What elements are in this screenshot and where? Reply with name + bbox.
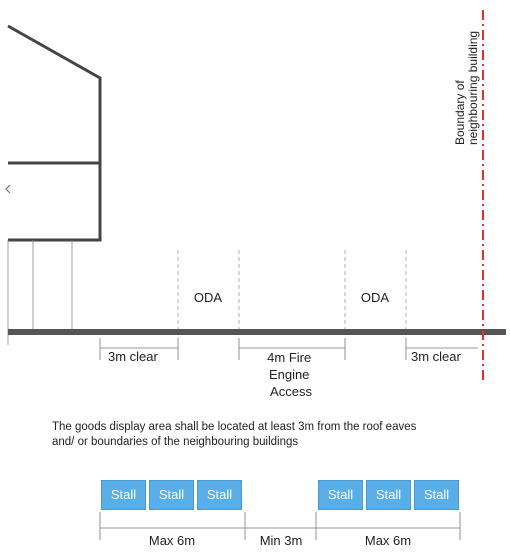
caption-line-2: and/ or boundaries of the neighbouring b… bbox=[52, 436, 299, 448]
stall-left-2: Stall bbox=[149, 480, 194, 510]
ground-line bbox=[8, 329, 506, 335]
oda-label-right: ODA bbox=[361, 290, 390, 305]
clear-label-right: 3m clear bbox=[411, 349, 462, 364]
oda-label-left: ODA bbox=[194, 290, 223, 305]
dashed-guides bbox=[177, 250, 407, 330]
stall-left-1: Stall bbox=[101, 480, 146, 510]
building-outline bbox=[7, 24, 102, 242]
stall-left-3: Stall bbox=[197, 480, 242, 510]
dim-min: Min 3m bbox=[260, 533, 303, 548]
break-mark bbox=[5, 184, 11, 194]
caption-line-1: The goods display area shall be located … bbox=[52, 421, 417, 433]
caption: The goods display area shall be located … bbox=[52, 420, 472, 450]
boundary-label: Boundary of neighbouring building bbox=[453, 31, 480, 145]
stall-right-3: Stall bbox=[414, 480, 459, 510]
stall-right-1: Stall bbox=[318, 480, 363, 510]
dim-max-right: Max 6m bbox=[365, 533, 411, 548]
stall-right-2: Stall bbox=[366, 480, 411, 510]
fire-access-label: 4m Fire Engine Access bbox=[267, 350, 315, 399]
stall-dimensions bbox=[99, 512, 461, 540]
ground-dimensions bbox=[99, 338, 478, 360]
dim-max-left: Max 6m bbox=[149, 533, 195, 548]
building-columns bbox=[7, 240, 73, 345]
clear-label-left: 3m clear bbox=[108, 349, 159, 364]
